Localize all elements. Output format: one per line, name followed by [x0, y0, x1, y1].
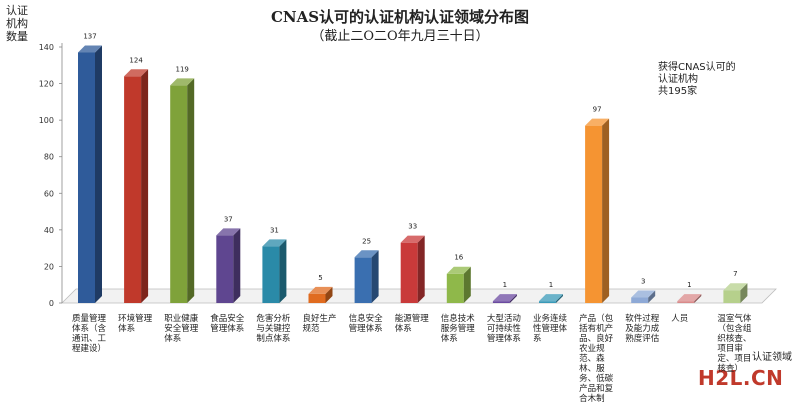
- bar-side: [141, 69, 149, 303]
- x-category-label: 食品安全管理体系: [210, 314, 245, 334]
- bar-value-label: 16: [454, 254, 463, 262]
- bar: [78, 52, 95, 303]
- bar: [723, 290, 741, 303]
- bar-top: [400, 235, 425, 243]
- bar-top: [631, 290, 656, 298]
- bar-top: [446, 266, 471, 274]
- bar-side: [602, 118, 610, 303]
- bar: [308, 293, 326, 303]
- bar-value-label: 37: [224, 215, 233, 223]
- bar-top: [585, 118, 610, 126]
- bar-value-label: 25: [362, 237, 371, 245]
- x-category-label: 职业健康安全管理体系: [164, 314, 199, 344]
- x-category-label: 能源管理体系: [394, 314, 429, 334]
- bar-top: [723, 283, 748, 291]
- bar: [354, 257, 372, 303]
- bar-side: [694, 294, 702, 303]
- bar-value-label: 33: [408, 223, 417, 231]
- x-category-label: 信息技术服务管理体系: [440, 314, 475, 344]
- x-category-label: 温室气体（包含组织核查、项目审定、项目核查）: [717, 314, 752, 374]
- bar-side: [740, 283, 748, 303]
- y-tick-label: 140: [39, 43, 54, 52]
- total-note: 获得CNAS认可的 认证机构 共195家: [658, 62, 736, 98]
- y-axis-label: 认证 机构 数量: [6, 4, 36, 43]
- bar: [216, 235, 234, 303]
- bar: [446, 273, 464, 303]
- bar-side: [371, 250, 379, 303]
- x-category-label: 质量管理体系（含通讯、工程建设）: [72, 314, 107, 354]
- bar-side: [279, 239, 287, 303]
- bar-value-label: 1: [503, 281, 507, 289]
- bar-top: [539, 294, 563, 302]
- bar: [492, 301, 510, 303]
- bar-value-label: 119: [176, 65, 189, 73]
- bar: [677, 301, 695, 303]
- total-note-line: 共195家: [658, 86, 698, 97]
- y-tick-label: 120: [39, 80, 54, 89]
- bar-value-label: 1: [687, 281, 691, 289]
- bar-top: [78, 45, 102, 53]
- x-category-label: 软件过程及能力成熟度评估: [625, 314, 660, 344]
- bar-side: [187, 78, 195, 304]
- bar-value-label: 1: [549, 281, 553, 289]
- y-tick-label: 40: [44, 226, 54, 235]
- total-note-line: 认证机构: [658, 74, 698, 85]
- chart-title: CNAS认可的认证机构认证领域分布图: [270, 8, 530, 26]
- bar-side: [509, 294, 517, 303]
- bar-side: [95, 45, 102, 303]
- total-note-line: 获得CNAS认可的: [658, 62, 736, 73]
- bar-value-label: 137: [83, 32, 96, 40]
- bar-top: [492, 294, 517, 302]
- bar-side: [463, 266, 471, 303]
- x-category-label: 信息安全管理体系: [348, 314, 383, 334]
- bar-top: [354, 250, 379, 258]
- y-axis-label-line: 认证: [6, 4, 28, 17]
- bar-side: [325, 286, 333, 303]
- bar: [400, 242, 418, 303]
- y-tick-label: 20: [44, 262, 54, 271]
- bar: [539, 301, 556, 303]
- y-tick-label: 80: [44, 153, 54, 162]
- x-category-label: 良好生产规范: [302, 314, 337, 334]
- x-category-label: 产品（包括有机产品、良好农业规范、森林、服务、低碳产品和复合木制: [579, 314, 614, 404]
- bar-top: [170, 78, 195, 86]
- y-axis-label-line: 机构: [6, 17, 28, 30]
- bar-value-label: 3: [641, 278, 645, 286]
- bar: [124, 76, 142, 303]
- bar-value-label: 124: [129, 56, 143, 64]
- y-tick-label: 0: [49, 299, 54, 308]
- x-category-label: 人员: [671, 314, 689, 324]
- bar: [170, 85, 188, 304]
- bar-top: [262, 239, 287, 247]
- bar-top: [677, 294, 702, 302]
- x-category-label: 环境管理体系: [118, 314, 153, 334]
- bar: [631, 297, 649, 303]
- y-tick-label: 60: [44, 189, 54, 198]
- watermark-logo: H2L.CN: [698, 366, 784, 390]
- bar: [262, 246, 280, 303]
- x-axis-label: 认证领域: [752, 352, 792, 363]
- bar-side: [233, 228, 241, 303]
- bar: [585, 125, 603, 303]
- bar-side: [556, 294, 563, 303]
- y-axis-label-line: 数量: [6, 30, 28, 43]
- x-category-label: 大型活动可持续性管理体系: [486, 314, 521, 344]
- bar-side: [648, 290, 656, 303]
- chart-subtitle: （截止二O二O年九月三十日）: [311, 29, 489, 44]
- bar-side: [417, 235, 425, 303]
- bar-value-label: 5: [318, 274, 322, 282]
- x-category-label: 危害分析与关键控制点体系: [256, 314, 291, 344]
- bar-top: [216, 228, 241, 236]
- x-category-label: 业务连续性管理体系: [533, 314, 568, 344]
- bar-value-label: 97: [593, 106, 602, 114]
- bar-value-label: 7: [733, 270, 737, 278]
- bar-value-label: 31: [270, 226, 279, 234]
- bar-top: [308, 286, 333, 294]
- y-tick-label: 100: [39, 116, 54, 125]
- bar-top: [124, 69, 149, 77]
